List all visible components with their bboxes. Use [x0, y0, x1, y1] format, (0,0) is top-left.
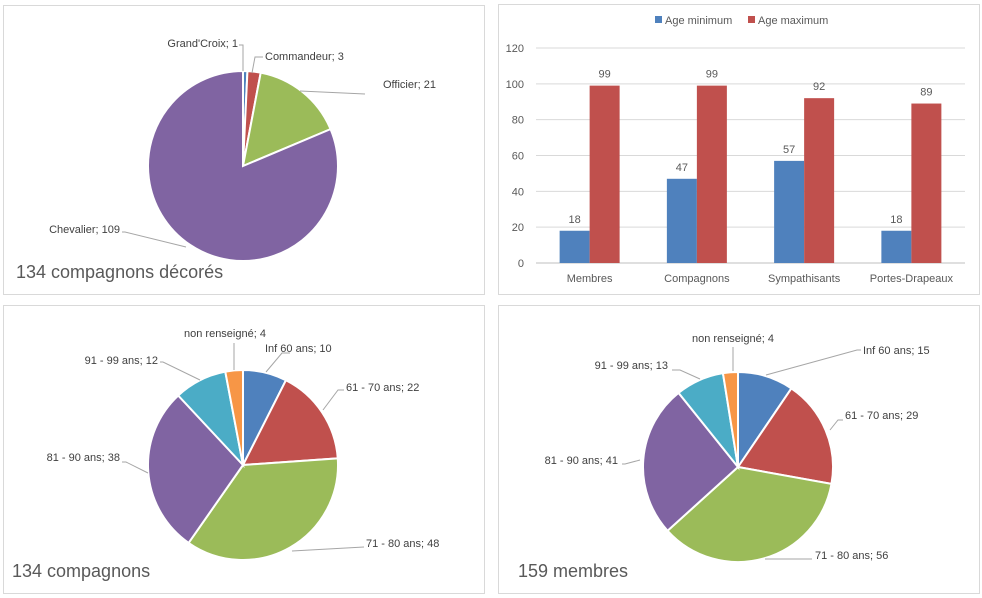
- pie-slice-non-renseign-: [721, 370, 739, 468]
- y-tick-label: 100: [506, 79, 524, 91]
- data-label: 91 - 99 ans; 12: [85, 355, 158, 367]
- x-tick-label: Portes-Drapeaux: [870, 273, 954, 285]
- pie-slice-non-renseign-: [224, 368, 244, 466]
- x-tick-label: Compagnons: [664, 273, 730, 285]
- y-tick-label: 20: [512, 222, 524, 234]
- bar-age-maximum: [589, 85, 620, 263]
- data-label: Inf 60 ans; 10: [265, 343, 332, 355]
- bar-age-minimum: [666, 178, 697, 263]
- leader-line: [622, 459, 641, 465]
- membres_ages-pie: [622, 347, 861, 563]
- leader-line: [160, 361, 201, 381]
- pie-slice-61-70-ans: [736, 387, 834, 486]
- leader-line: [251, 56, 263, 74]
- data-label: 91 - 99 ans; 13: [595, 360, 668, 372]
- chart-title: 159 membres: [518, 561, 628, 581]
- x-tick-label: Membres: [567, 273, 613, 285]
- pie-slice-71-80-ans: [187, 457, 339, 561]
- data-label: 81 - 90 ans; 38: [47, 452, 120, 464]
- bar-age-minimum: [881, 230, 912, 263]
- bar-age-maximum: [696, 85, 727, 263]
- leader-line: [765, 349, 861, 376]
- y-tick-label: 80: [512, 115, 524, 127]
- bar-value-label: 92: [813, 81, 825, 93]
- data-label: 61 - 70 ans; 29: [845, 410, 918, 422]
- y-tick-label: 40: [512, 186, 524, 198]
- bar-value-label: 18: [569, 214, 581, 226]
- ages-bar-chart: [536, 16, 965, 264]
- data-label: non renseigné; 4: [184, 328, 266, 340]
- bar-value-label: 47: [676, 162, 688, 174]
- bar-value-label: 99: [706, 69, 718, 81]
- bar-age-maximum: [911, 103, 942, 264]
- y-tick-label: 0: [518, 258, 524, 270]
- bar-value-label: 99: [599, 69, 611, 81]
- bar-value-label: 89: [920, 87, 932, 99]
- x-tick-label: Sympathisants: [768, 273, 841, 285]
- leader-line: [122, 461, 149, 474]
- legend-label: Age maximum: [758, 15, 828, 27]
- pie-slice-81-90-ans: [642, 391, 740, 533]
- leader-line: [122, 231, 187, 248]
- pie-slice-81-90-ans: [147, 394, 245, 545]
- legend-label: Age minimum: [665, 15, 732, 27]
- leader-line: [322, 389, 344, 411]
- legend-swatch: [748, 16, 755, 23]
- decorations-pie: [122, 44, 366, 262]
- y-tick-label: 120: [506, 43, 524, 55]
- data-label: Commandeur; 3: [265, 51, 344, 63]
- pie-slice-chevalier: [147, 69, 339, 262]
- chart-title: 134 compagnons décorés: [16, 262, 223, 282]
- leader-line: [265, 352, 290, 373]
- leader-line: [299, 90, 366, 95]
- bar-age-minimum: [774, 160, 805, 263]
- compagnons_ages-pie: [122, 343, 365, 561]
- data-label: 71 - 80 ans; 48: [366, 538, 439, 550]
- data-label: 71 - 80 ans; 56: [815, 550, 888, 562]
- pie-slice-61-70-ans: [241, 378, 339, 467]
- legend-swatch: [655, 16, 662, 23]
- bar-age-minimum: [559, 230, 590, 263]
- pie-slice-officier: [241, 71, 332, 168]
- data-label: Chevalier; 109: [49, 224, 120, 236]
- data-label: non renseigné; 4: [692, 333, 774, 345]
- leader-line: [829, 419, 843, 431]
- leader-line: [291, 546, 365, 552]
- y-tick-label: 60: [512, 151, 524, 163]
- data-label: 81 - 90 ans; 41: [545, 455, 618, 467]
- data-label: Inf 60 ans; 15: [863, 345, 930, 357]
- leader-line: [672, 369, 701, 380]
- data-label: 61 - 70 ans; 22: [346, 382, 419, 394]
- leader-line: [239, 44, 244, 71]
- bar-value-label: 18: [890, 214, 902, 226]
- bar-age-maximum: [804, 98, 835, 264]
- bar-value-label: 57: [783, 144, 795, 156]
- data-label: Grand'Croix; 1: [167, 38, 238, 50]
- pie-slice-71-80-ans: [666, 465, 833, 563]
- data-label: Officier; 21: [383, 79, 436, 91]
- legend: [655, 16, 755, 23]
- chart-title: 134 compagnons: [12, 561, 150, 581]
